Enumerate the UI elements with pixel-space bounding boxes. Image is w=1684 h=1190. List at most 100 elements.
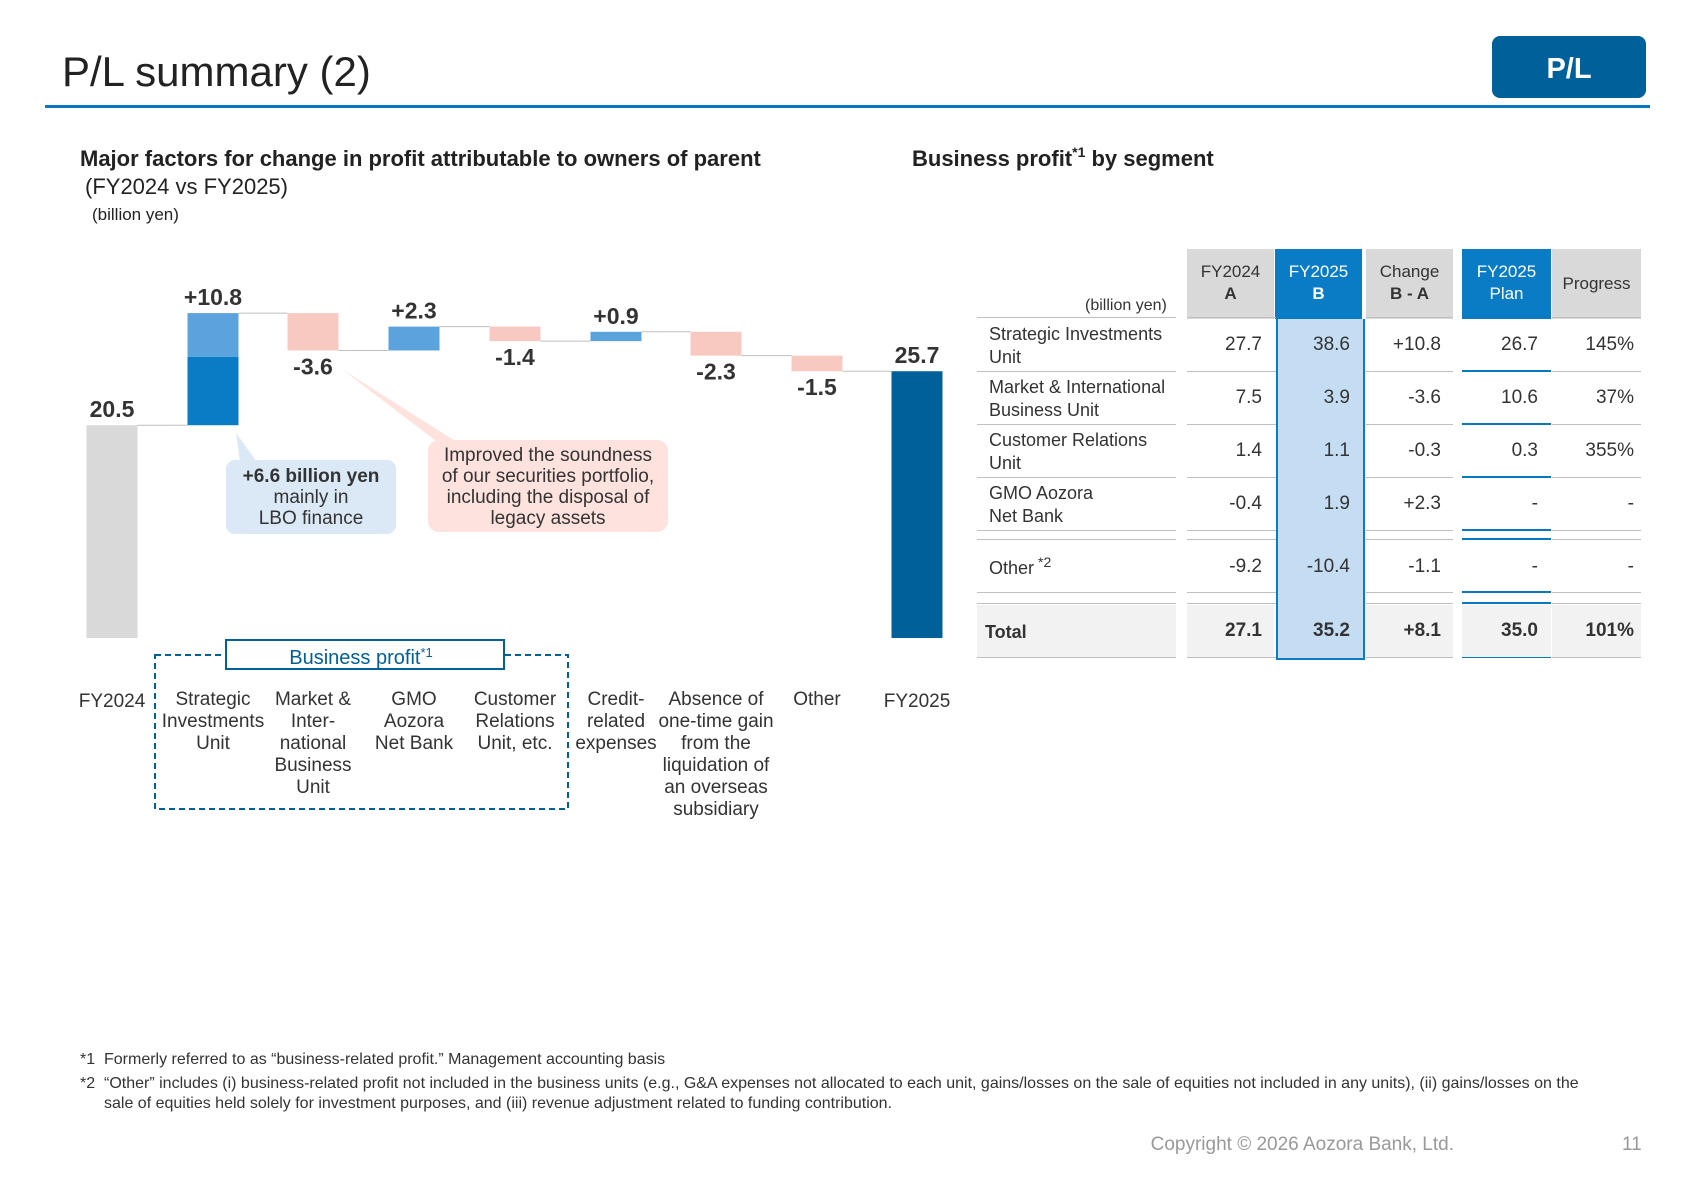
cell-plan: 10.6 xyxy=(1501,387,1538,408)
cell-total-progress: 101% xyxy=(1585,620,1634,641)
header-bg-plan xyxy=(1462,249,1551,319)
waterfall-bar-7 xyxy=(791,355,843,372)
waterfall-value-label: 25.7 xyxy=(895,342,940,368)
waterfall-value-label: +2.3 xyxy=(391,298,436,324)
waterfall-value-label: -3.6 xyxy=(293,353,333,379)
row-label-line1: Market & International xyxy=(989,377,1166,397)
cell-progress: - xyxy=(1627,493,1634,514)
waterfall-category-label: Market & Inter-national Business Unit xyxy=(274,689,351,798)
row-divider xyxy=(1366,371,1453,372)
waterfall-bar-1-lbo xyxy=(187,356,239,426)
row-divider xyxy=(1187,603,1276,604)
callout-securities-portfolio: Improved the soundness of our securities… xyxy=(343,370,668,532)
total-bg xyxy=(1462,605,1551,657)
header-progress: Progress xyxy=(1562,274,1631,293)
callout-securities-line4: legacy assets xyxy=(490,508,605,529)
row-divider-plan xyxy=(1462,423,1551,425)
fy2025-column-highlight xyxy=(1276,319,1365,660)
waterfall-bar-0 xyxy=(86,425,138,638)
waterfall-bar-2 xyxy=(287,313,339,351)
row-divider xyxy=(1187,539,1276,540)
row-label-line2: Business Unit xyxy=(989,400,1100,420)
cell-change: +10.8 xyxy=(1392,334,1441,355)
waterfall-bar-5 xyxy=(590,331,642,342)
waterfall-value-label: -1.4 xyxy=(495,344,535,370)
row-divider xyxy=(1187,477,1276,478)
row-divider-plan xyxy=(1462,316,1551,318)
total-bg xyxy=(1366,605,1453,657)
row-divider-plan xyxy=(1462,591,1551,593)
row-divider xyxy=(1187,657,1276,658)
total-bg xyxy=(977,605,1176,657)
row-divider xyxy=(1366,530,1453,531)
row-divider xyxy=(977,539,1176,540)
row-divider xyxy=(1552,539,1641,540)
cell-a: 1.4 xyxy=(1235,440,1262,461)
cell-progress: 145% xyxy=(1585,334,1634,355)
waterfall-category-label: Strategic Investments Unit xyxy=(162,689,264,754)
row-divider xyxy=(977,603,1176,604)
page-number: 11 xyxy=(1622,1134,1642,1155)
cell-total-change: +8.1 xyxy=(1403,620,1441,641)
cell-total-plan: 35.0 xyxy=(1501,620,1538,641)
row-divider-plan xyxy=(1462,602,1551,604)
waterfall-value-label: +0.9 xyxy=(593,303,638,329)
footnote-2-text: “Other” includes (i) business-related pr… xyxy=(104,1075,1579,1112)
row-divider xyxy=(1366,477,1453,478)
chart-title: Major factors for change in profit attri… xyxy=(80,146,761,171)
waterfall-category-label: Credit-related expenses xyxy=(575,689,656,754)
row-label-other: Other *2 xyxy=(989,554,1052,578)
row-divider xyxy=(1552,603,1641,604)
total-bg xyxy=(1552,605,1641,657)
cell-change: +2.3 xyxy=(1403,493,1441,514)
header-fy2025: FY2025 B xyxy=(1288,262,1349,303)
waterfall-category-label: FY2025 xyxy=(884,691,951,712)
row-label-line2: Net Bank xyxy=(989,506,1064,526)
waterfall-value-label: -2.3 xyxy=(696,359,736,385)
row-divider-plan xyxy=(1462,476,1551,478)
callout-box xyxy=(428,440,668,532)
row-divider xyxy=(1552,477,1641,478)
header-change: Change B - A xyxy=(1379,262,1440,303)
cell-plan: - xyxy=(1531,493,1538,514)
waterfall-bar-6 xyxy=(690,331,742,356)
row-divider xyxy=(1366,603,1453,604)
header-bg-progress xyxy=(1552,249,1641,319)
row-divider-plan xyxy=(1462,538,1551,540)
row-label-line1: Customer Relations xyxy=(989,430,1148,450)
cell-progress: 355% xyxy=(1585,440,1634,461)
cell-other-progress: - xyxy=(1627,556,1634,577)
total-bg xyxy=(1187,605,1274,657)
row-divider xyxy=(1552,657,1641,658)
row-label-line2: Unit xyxy=(989,453,1022,473)
callout-box xyxy=(226,460,396,534)
header-bg-fy2024 xyxy=(1187,249,1274,319)
row-label-total: Total xyxy=(985,622,1027,642)
row-divider-plan xyxy=(1462,370,1551,372)
row-divider-plan xyxy=(1462,529,1551,531)
page-title: P/L summary (2) xyxy=(62,48,371,95)
cell-plan: 26.7 xyxy=(1501,334,1538,355)
callout-lbo-line2: mainly in xyxy=(274,487,349,508)
waterfall-category-label: GMO Aozora Net Bank xyxy=(375,689,454,754)
section-badge: P/L xyxy=(1492,36,1646,98)
row-divider xyxy=(1552,530,1641,531)
segment-table-title: Business profit*1 by segment xyxy=(912,144,1214,171)
row-divider xyxy=(1187,530,1276,531)
waterfall-value-label: +10.8 xyxy=(184,284,242,310)
row-divider xyxy=(977,317,1176,318)
row-divider xyxy=(1187,317,1276,318)
callout-lbo-line3: LBO finance xyxy=(259,508,364,529)
cell-b: 38.6 xyxy=(1313,334,1350,355)
waterfall-category-label: Absence of one-time gain from the liquidati… xyxy=(658,689,773,820)
chart-unit-label: (billion yen) xyxy=(92,205,179,224)
row-label-line2: Unit xyxy=(989,347,1022,367)
waterfall-bars xyxy=(86,313,943,638)
callout-pointer xyxy=(236,433,257,462)
header-bg-change xyxy=(1366,249,1453,319)
row-divider xyxy=(977,530,1176,531)
row-label-line1: GMO Aozora xyxy=(989,483,1094,503)
cell-b: 1.9 xyxy=(1323,493,1350,514)
callout-lbo-finance: +6.6 billion yen mainly in LBO finance xyxy=(226,433,396,534)
footnote-1-mark: *1 xyxy=(80,1051,96,1068)
